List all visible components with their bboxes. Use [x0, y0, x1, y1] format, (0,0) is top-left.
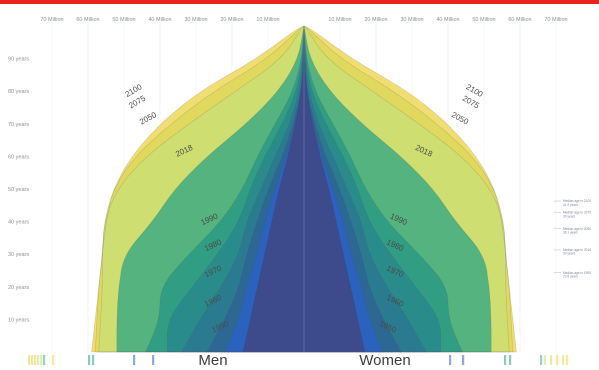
top-accent-bar: [0, 0, 599, 4]
x-tick-left: 50 Million: [112, 17, 135, 23]
bottom-mark: [40, 355, 43, 365]
median-age-note: Median age in 2018: [563, 248, 591, 252]
series-outline-1980: [166, 25, 442, 353]
x-tick-left: 40 Million: [148, 17, 171, 23]
bottom-mark: [34, 355, 37, 365]
series-outline-1970: [181, 25, 427, 353]
x-tick-right: 70 Million: [544, 17, 567, 23]
women-label: Women: [359, 352, 410, 369]
bottom-mark: [556, 355, 559, 365]
median-age-note: 39 years: [563, 214, 576, 218]
x-tick-right: 60 Million: [508, 17, 531, 23]
bottom-mark: [133, 355, 136, 365]
y-axis-ticks: 90 years 80 years 70 years 60 years 50 years…: [8, 57, 29, 324]
x-tick-left: 60 Million: [76, 17, 99, 23]
series-area-9: [242, 26, 366, 352]
median-age-note: 30 years: [563, 252, 576, 256]
series-outline-1960: [206, 25, 402, 353]
bottom-mark: [566, 355, 569, 365]
bottom-mark: [544, 355, 547, 365]
bottom-mark: [562, 355, 565, 365]
median-age-note: 41.9 years: [563, 203, 578, 207]
series-outline-1950: [224, 25, 384, 353]
series-outline-2018: [116, 25, 492, 353]
bottom-axis-marks: [28, 355, 569, 365]
bottom-mark: [449, 355, 452, 365]
median-age-note: Median age in 2075: [563, 210, 591, 214]
bottom-mark: [92, 355, 95, 365]
median-age-note: Median age in 1950: [563, 271, 591, 275]
y-tick: 90 years: [8, 57, 29, 63]
median-age-note: 23.6 years: [563, 275, 578, 279]
y-tick: 80 years: [8, 89, 29, 95]
x-axis-ticks: 70 Million 60 Million 50 Million 40 Million…: [40, 17, 567, 23]
series-outline-2075: [94, 25, 514, 353]
x-tick-left: 10 Million: [256, 17, 279, 23]
bottom-mark: [504, 355, 507, 365]
x-tick-left: 20 Million: [220, 17, 243, 23]
x-tick-right: 20 Million: [364, 17, 387, 23]
bottom-mark: [550, 355, 553, 365]
series-outline-2050: [98, 25, 510, 353]
median-age-note: 36.1 years: [563, 231, 578, 235]
population-areas: [91, 26, 517, 352]
x-tick-left: 70 Million: [40, 17, 63, 23]
bottom-mark: [540, 355, 543, 365]
median-age-note: Median age in 2100: [563, 199, 591, 203]
y-tick: 50 years: [8, 187, 29, 193]
y-tick: 70 years: [8, 122, 29, 128]
x-tick-left: 30 Million: [184, 17, 207, 23]
y-tick: 20 years: [8, 285, 29, 291]
x-tick-right: 30 Million: [400, 17, 423, 23]
y-tick: 60 years: [8, 154, 29, 160]
x-tick-right: 40 Million: [436, 17, 459, 23]
y-tick: 40 years: [8, 220, 29, 226]
median-age-note: Median age in 2050: [563, 227, 591, 231]
bottom-mark: [509, 355, 512, 365]
year-label-women-2050: 2050: [450, 110, 470, 127]
series-outline-2100: [91, 25, 517, 353]
bottom-mark: [462, 355, 465, 365]
y-tick: 30 years: [8, 252, 29, 258]
bottom-mark: [37, 355, 40, 365]
men-label: Men: [198, 352, 227, 369]
population-outlines: [91, 25, 517, 353]
series-outline-1990: [145, 25, 463, 353]
x-tick-right: 10 Million: [328, 17, 351, 23]
year-label-men-2050: 2050: [138, 110, 158, 127]
bottom-mark: [28, 355, 31, 365]
y-tick: 10 years: [8, 317, 29, 323]
bottom-mark: [152, 355, 155, 365]
x-tick-right: 50 Million: [472, 17, 495, 23]
bottom-mark: [43, 355, 46, 365]
bottom-mark: [88, 355, 91, 365]
bottom-mark: [52, 355, 55, 365]
bottom-mark: [31, 355, 34, 365]
